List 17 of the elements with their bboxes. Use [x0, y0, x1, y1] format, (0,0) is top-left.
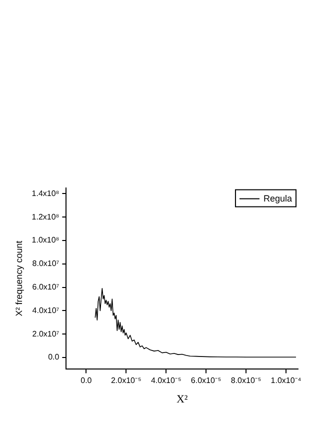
y-tick-label: 6.0x10⁷: [32, 282, 60, 292]
y-axis-title: X² frequency count: [14, 240, 24, 316]
y-tick-label: 1.0x10⁸: [32, 236, 60, 245]
x-tick-label: 0.0: [80, 376, 92, 386]
x-tick-label: 1.0x10⁻⁴: [270, 376, 302, 386]
x-tick-label: 6.0x10⁻⁵: [190, 376, 222, 386]
x-tick-label: 2.0x10⁻⁵: [110, 376, 142, 386]
y-tick-label: 8.0x10⁷: [32, 259, 60, 268]
x-tick-label: 4.0x10⁻⁵: [150, 376, 182, 386]
legend-label: Regula: [263, 193, 292, 204]
y-tick-label: 2.0x10⁷: [32, 329, 60, 338]
x-axis-title: X²: [176, 393, 188, 406]
y-tick-label: 1.4x10⁸: [32, 188, 60, 198]
y-tick-label: 4.0x10⁷: [32, 306, 60, 315]
x-tick-label: 8.0x10⁻⁵: [230, 376, 262, 386]
y-tick-label: 0.0: [48, 352, 60, 362]
y-tick-label: 1.2x10⁸: [32, 212, 60, 222]
